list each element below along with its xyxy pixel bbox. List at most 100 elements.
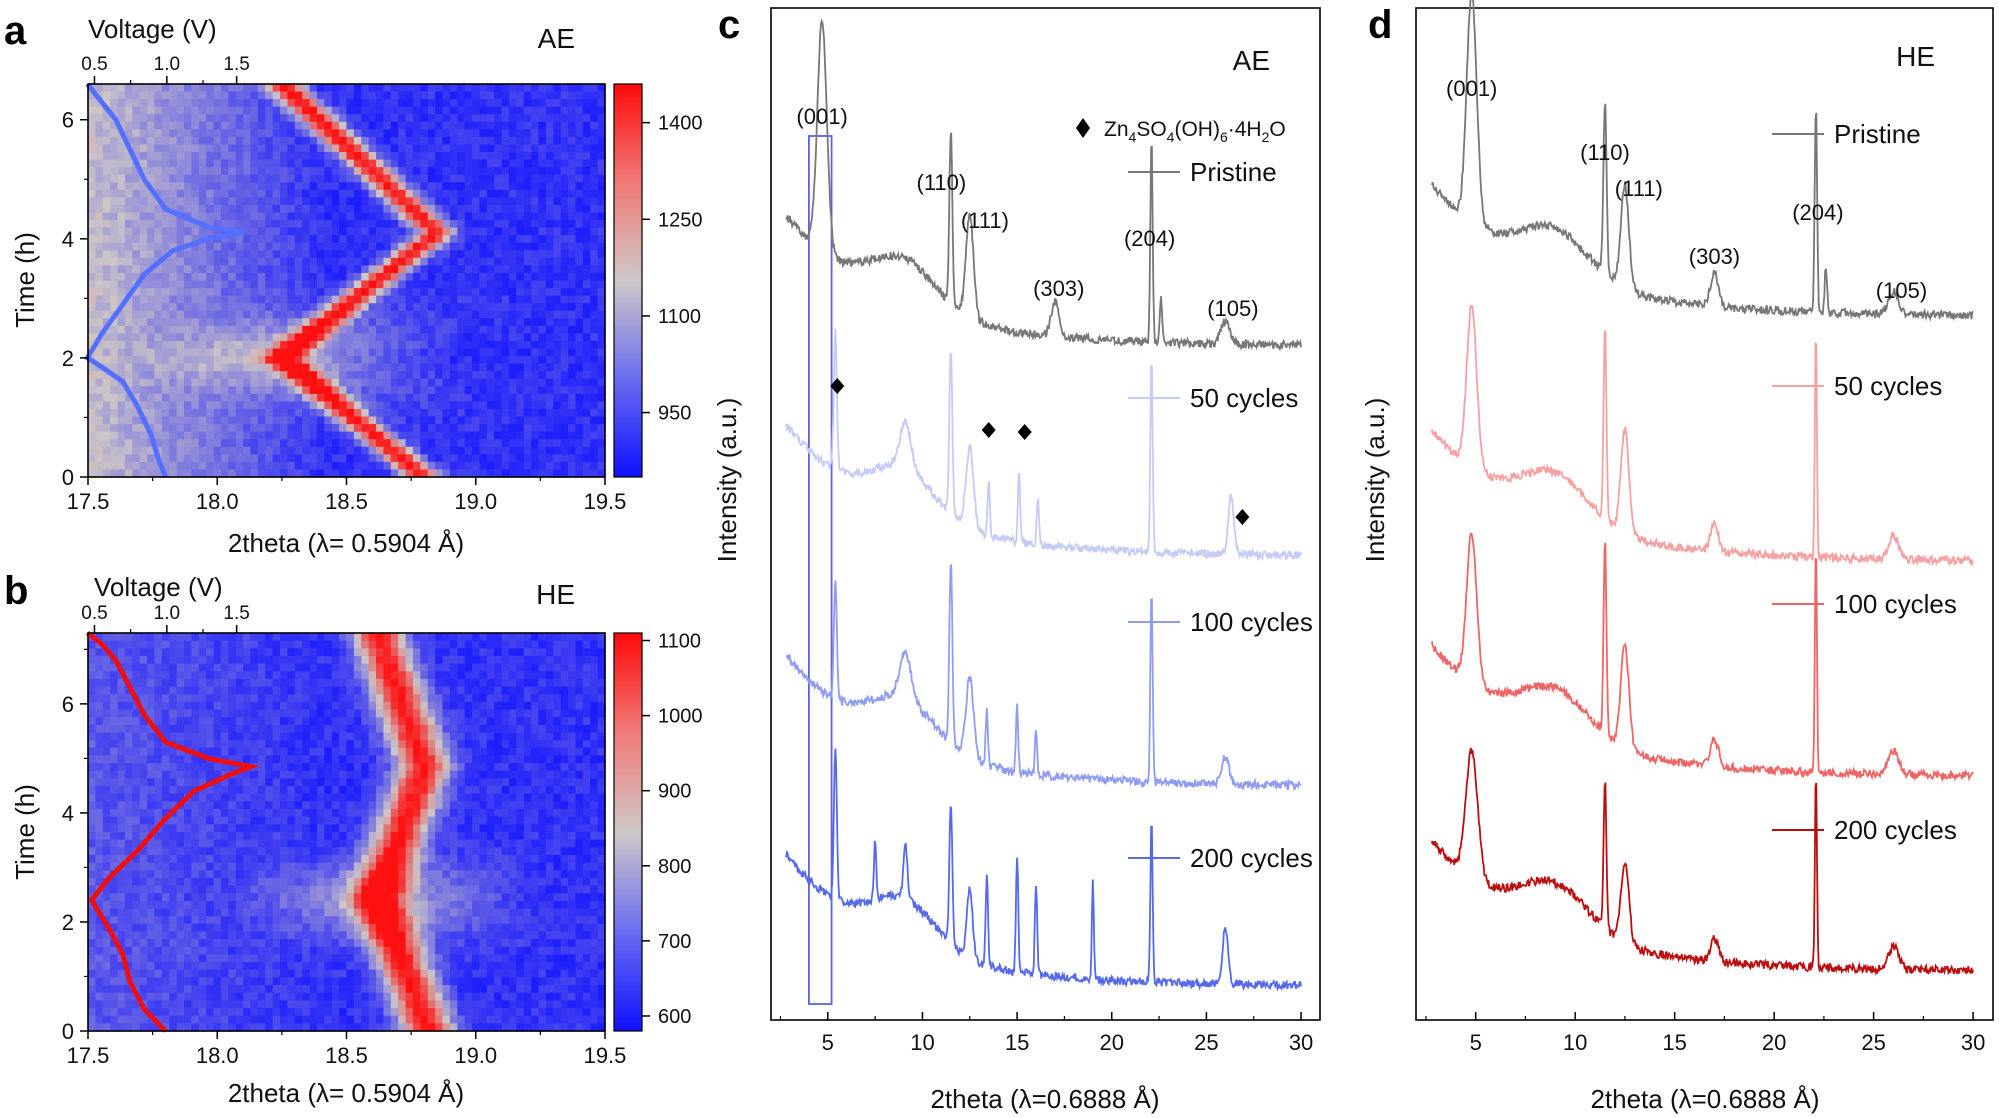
heatmap-cell	[294, 182, 303, 191]
heatmap-cell	[553, 724, 562, 734]
heatmap-cell	[88, 204, 96, 214]
heatmap-cell	[464, 401, 473, 410]
heatmap-cell	[309, 257, 318, 266]
heatmap-cell	[449, 709, 458, 718]
heatmap-cell	[206, 318, 215, 327]
heatmap-cell	[294, 265, 303, 274]
heatmap-cell	[147, 709, 156, 718]
heatmap-cell	[398, 348, 407, 357]
heatmap-cell	[553, 633, 562, 642]
heatmap-cell	[294, 220, 303, 229]
heatmap-cell	[457, 393, 466, 403]
heatmap-cell	[228, 121, 237, 130]
heatmap-cell	[582, 295, 591, 304]
heatmap-cell	[590, 424, 599, 433]
heatmap-cell	[95, 136, 104, 146]
heatmap-cell	[110, 84, 119, 93]
heatmap-cell	[523, 272, 532, 282]
heatmap-cell	[294, 671, 303, 680]
heatmap-cell	[568, 129, 577, 138]
heatmap-cell	[176, 114, 185, 123]
heatmap-cell	[390, 671, 399, 680]
heatmap-cell	[176, 416, 185, 425]
heatmap-cell	[361, 121, 370, 130]
heatmap-cell	[516, 144, 525, 153]
heatmap-cell	[442, 84, 451, 93]
heatmap-cell	[501, 121, 510, 130]
heatmap-cell	[427, 182, 436, 191]
heatmap-cell	[139, 340, 148, 350]
heatmap-cell	[508, 663, 517, 672]
heatmap-cell	[132, 633, 141, 642]
heatmap-cell	[213, 393, 222, 403]
heatmap-cell	[324, 663, 333, 672]
heatmap-cell	[184, 182, 192, 191]
heatmap-cell	[442, 257, 451, 266]
heatmap-cell	[316, 454, 325, 463]
heatmap-cell	[361, 310, 370, 319]
heatmap-cell	[427, 386, 436, 395]
heatmap-cell	[309, 280, 318, 289]
heatmap-cell	[472, 356, 481, 365]
heatmap-cell	[442, 356, 451, 365]
heatmap-cell	[538, 717, 547, 726]
heatmap-cell	[294, 386, 303, 395]
heatmap-cell	[597, 303, 606, 312]
heatmap-cell	[147, 204, 156, 214]
heatmap-cell	[272, 747, 281, 757]
heatmap-cell	[154, 84, 163, 93]
heatmap-cell	[449, 182, 458, 191]
heatmap-cell	[265, 167, 274, 176]
heatmap-cell	[184, 424, 192, 433]
heatmap-cell	[368, 167, 377, 176]
heatmap-cell	[147, 363, 156, 372]
heatmap-cell	[324, 152, 333, 161]
heatmap-cell	[220, 671, 229, 680]
heatmap-cell	[383, 310, 392, 319]
heatmap-cell	[265, 747, 274, 757]
heatmap-cell	[501, 174, 510, 183]
heatmap-cell	[265, 129, 274, 138]
heatmap-cell	[191, 106, 200, 115]
heatmap-cell	[553, 114, 562, 123]
heatmap-cell	[376, 747, 385, 757]
heatmap-cell	[324, 257, 333, 266]
heatmap-cell	[390, 295, 399, 304]
heatmap-cell	[486, 129, 495, 138]
heatmap-cell	[147, 91, 156, 100]
heatmap-cell	[420, 121, 429, 130]
heatmap-cell	[568, 220, 577, 229]
heatmap-cell	[501, 686, 510, 695]
heatmap-cell	[597, 701, 606, 711]
heatmap-cell	[124, 280, 133, 289]
heatmap-cell	[582, 469, 591, 478]
heatmap-cell	[523, 333, 532, 342]
heatmap-cell	[324, 227, 333, 236]
heatmap-cell	[597, 386, 606, 395]
heatmap-cell	[250, 640, 259, 649]
heatmap-cell	[590, 393, 599, 403]
heatmap-cell	[412, 446, 421, 455]
heatmap-cell	[412, 648, 421, 657]
heatmap-cell	[220, 678, 229, 688]
heatmap-cell	[250, 408, 259, 418]
heatmap-cell	[560, 174, 569, 183]
heatmap-cell	[390, 663, 399, 672]
heatmap-cell	[582, 431, 591, 440]
heatmap-cell	[590, 663, 599, 672]
heatmap-cell	[597, 461, 606, 471]
heatmap-cell	[117, 469, 126, 478]
heatmap-cell	[376, 640, 385, 649]
heatmap-cell	[597, 732, 606, 741]
heatmap-cell	[508, 265, 517, 274]
heatmap-cell	[235, 99, 244, 108]
heatmap-cell	[501, 663, 510, 672]
heatmap-cell	[302, 454, 311, 463]
heatmap-cell	[501, 408, 510, 418]
heatmap-cell	[339, 461, 348, 471]
heatmap-cell	[184, 393, 192, 403]
heatmap-cell	[383, 724, 392, 734]
heatmap-cell	[213, 325, 222, 335]
heatmap-cell	[280, 701, 289, 711]
heatmap-cell	[132, 408, 141, 418]
